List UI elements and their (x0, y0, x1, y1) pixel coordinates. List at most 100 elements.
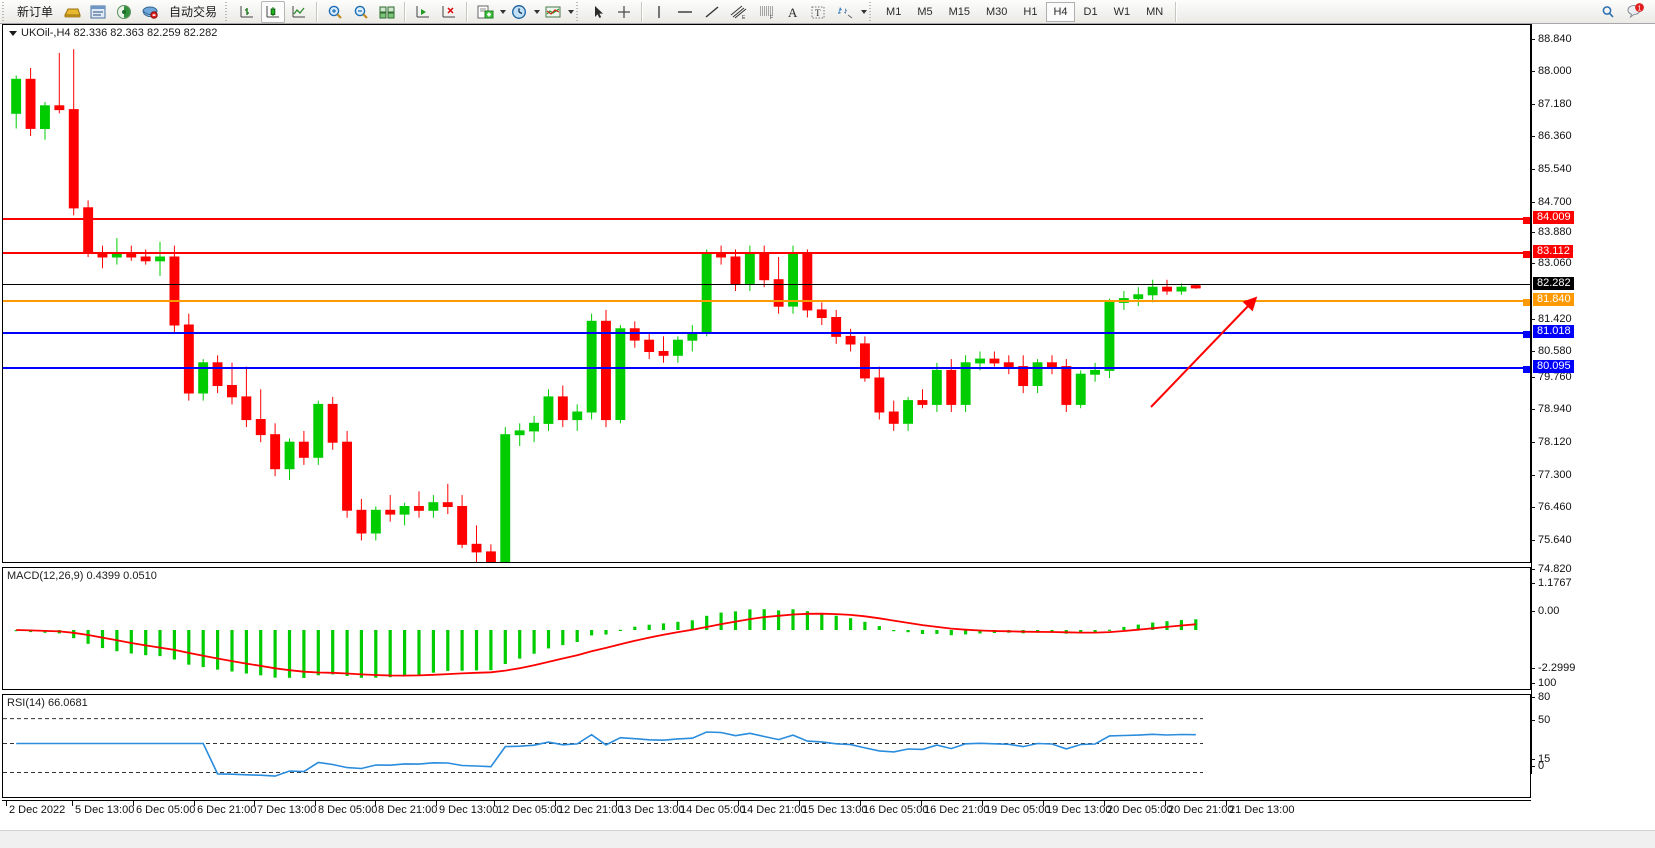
level-line-resistance[interactable] (3, 251, 1530, 258)
scale-tick-label: 74.820 (1538, 563, 1572, 575)
level-handle[interactable] (1523, 366, 1530, 373)
time-tick (6, 801, 7, 806)
shift-end-icon[interactable] (411, 1, 435, 23)
level-line-support[interactable] (3, 366, 1530, 373)
zoom-in-icon[interactable] (323, 1, 347, 23)
timeframe-m1-button[interactable]: M1 (886, 5, 902, 18)
shapes-icon[interactable] (832, 1, 858, 23)
tile-windows-icon[interactable] (375, 1, 399, 23)
bar-chart-icon[interactable] (235, 1, 259, 23)
price-badge-current-price[interactable]: 82.282 (1533, 277, 1574, 290)
add-indicator-caret-icon[interactable] (500, 9, 507, 14)
time-tick (1165, 801, 1166, 806)
market-watch-icon[interactable] (86, 1, 110, 23)
fibonacci-icon[interactable]: F (754, 1, 780, 23)
level-line-resistance[interactable] (3, 217, 1530, 224)
vertical-line-icon[interactable] (648, 1, 670, 23)
level-line-pivot[interactable] (3, 299, 1530, 306)
price-badge-resistance[interactable]: 84.009 (1533, 211, 1574, 224)
price-badge-support[interactable]: 81.018 (1533, 325, 1574, 338)
scale-tick-label: 0.00 (1538, 605, 1560, 617)
equidistant-channel-icon[interactable]: E (726, 1, 752, 23)
templates-icon[interactable] (541, 1, 565, 23)
expert-advisor-icon[interactable] (138, 1, 162, 23)
time-axis-label: 15 Dec 13:00 (802, 804, 868, 816)
navigator-icon[interactable] (112, 1, 136, 23)
chart-workspace: UKOil-,H4 82.336 82.363 82.259 82.282 MA… (0, 24, 1655, 848)
chart-collapse-caret-icon[interactable] (9, 31, 17, 36)
price-badge-support[interactable]: 80.095 (1533, 360, 1574, 373)
toolbar-grip-1[interactable] (1, 1, 8, 22)
timeframe-m30-button[interactable]: M30 (986, 5, 1008, 18)
cursor-icon[interactable] (586, 1, 610, 23)
scale-tick: 78.940 (1531, 403, 1572, 415)
time-tick (315, 801, 316, 806)
level-handle[interactable] (1523, 251, 1530, 258)
rsi-label: RSI(14) 66.0681 (7, 697, 88, 709)
macd-plot (14, 609, 1198, 678)
timeframe-mn-button[interactable]: MN (1146, 5, 1164, 18)
scale-tick-label: 75.640 (1538, 534, 1572, 546)
time-tick (555, 801, 556, 806)
periods-caret-icon[interactable] (534, 9, 541, 14)
toolbar-grip-2[interactable] (224, 1, 232, 22)
text-label-icon[interactable]: T (806, 1, 830, 23)
horizontal-line-icon[interactable] (672, 1, 698, 23)
svg-text:E: E (742, 15, 746, 20)
timeframe-m15-button[interactable]: M15 (948, 5, 970, 18)
timeframe-h1-button[interactable]: H1 (1023, 5, 1038, 18)
add-indicator-icon[interactable] (473, 1, 497, 23)
scale-tick: 0 (1531, 760, 1544, 772)
timeframe-m5-button[interactable]: M5 (917, 5, 933, 18)
auto-scroll-icon[interactable] (437, 1, 461, 23)
toolbar-grip-4[interactable] (868, 1, 876, 22)
timeframe-w1-button[interactable]: W1 (1113, 5, 1131, 18)
scale-tick-label: 88.840 (1538, 33, 1572, 45)
time-tick (677, 801, 678, 806)
price-pane[interactable]: UKOil-,H4 82.336 82.363 82.259 82.282 (2, 24, 1531, 563)
zoom-out-icon[interactable] (349, 1, 373, 23)
gold-bar-icon[interactable] (60, 1, 84, 23)
templates-caret-icon[interactable] (568, 9, 575, 14)
price-badge-resistance[interactable]: 83.112 (1533, 245, 1573, 258)
time-axis-label: 21 Dec 13:00 (1229, 804, 1295, 816)
candlestick-icon[interactable] (261, 0, 286, 23)
time-tick (799, 801, 800, 806)
scale-tick-label: 85.540 (1538, 163, 1572, 175)
scale-tick: 80.580 (1531, 345, 1572, 357)
periods-clock-icon[interactable] (507, 1, 531, 23)
auto-trading-button[interactable]: 自动交易 (164, 1, 222, 23)
time-axis[interactable]: 2 Dec 2022 5 Dec 13:00 6 Dec 05:00 6 Dec 21… (2, 800, 1531, 822)
time-tick (921, 801, 922, 806)
scale-tick-label: 84.700 (1538, 196, 1572, 208)
search-icon[interactable] (1596, 1, 1620, 23)
time-tick (254, 801, 255, 806)
price-badge-pivot[interactable]: 81.840 (1533, 293, 1574, 306)
scale-tick-label: 76.460 (1538, 501, 1572, 513)
shapes-caret-icon[interactable] (861, 9, 868, 14)
level-line-support[interactable] (3, 331, 1530, 338)
timeframe-d1-button[interactable]: D1 (1083, 5, 1098, 18)
text-icon[interactable]: A (782, 1, 804, 23)
scale-tick: 88.000 (1531, 65, 1572, 77)
new-order-button[interactable]: 新订单 (12, 1, 58, 23)
time-axis-label: 13 Dec 13:00 (619, 804, 685, 816)
time-axis-label: 14 Dec 21:00 (741, 804, 807, 816)
rsi-pane[interactable]: RSI(14) 66.0681 (2, 694, 1531, 798)
scale-tick: 76.460 (1531, 501, 1572, 513)
timeframe-h4-button[interactable]: H4 (1046, 1, 1075, 22)
alerts-icon[interactable]: 1 (1622, 1, 1648, 23)
scale-tick: 81.420 (1531, 313, 1572, 325)
level-handle[interactable] (1523, 299, 1530, 306)
crosshair-icon[interactable] (612, 1, 636, 23)
scale-tick: 87.180 (1531, 98, 1572, 110)
macd-pane[interactable]: MACD(12,26,9) 0.4399 0.0510 (2, 567, 1531, 690)
level-handle[interactable] (1523, 331, 1530, 338)
level-line-current-price[interactable] (3, 284, 1530, 285)
line-chart-icon[interactable] (287, 1, 311, 23)
trendline-icon[interactable] (700, 1, 724, 23)
scale-tick: 80 (1531, 691, 1550, 703)
price-scale[interactable]: 88.840 88.000 87.180 86.360 85.540 84.700 83.8… (1531, 24, 1655, 798)
toolbar-grip-3[interactable] (575, 1, 583, 22)
level-handle[interactable] (1523, 217, 1530, 224)
